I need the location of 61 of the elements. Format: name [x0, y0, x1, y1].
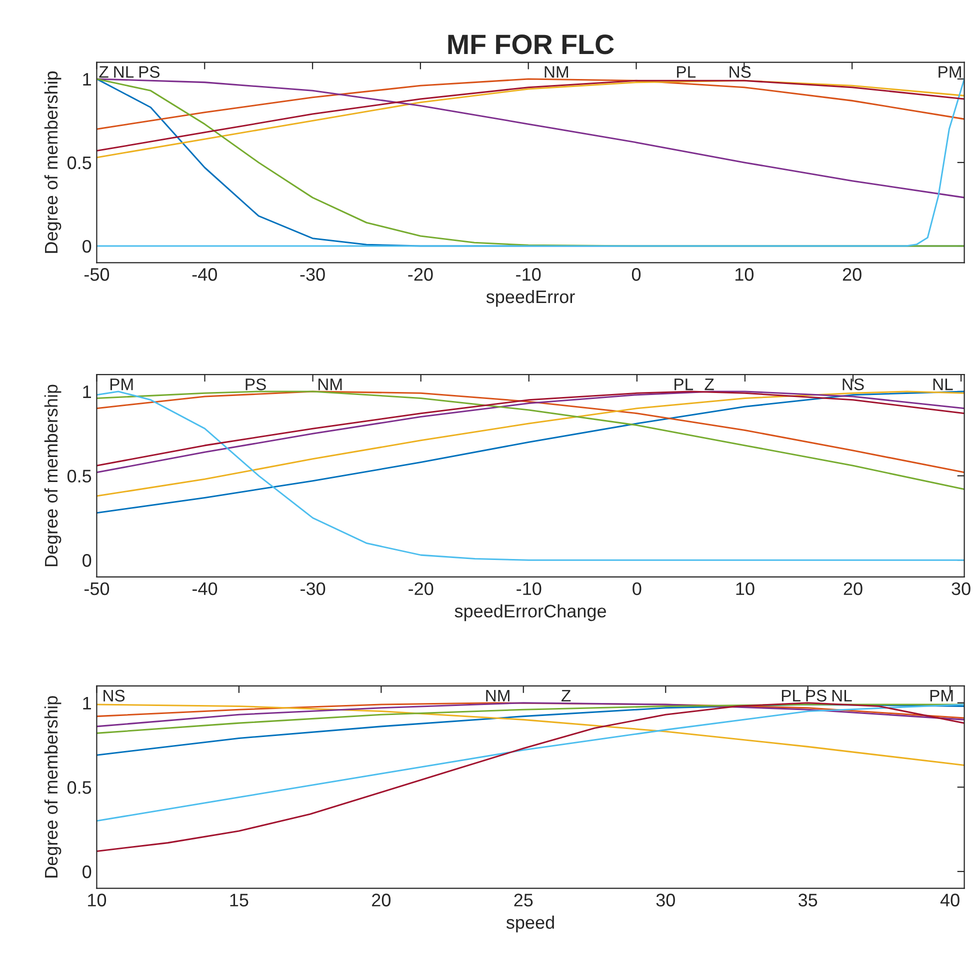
- x-tick-label: -30: [300, 582, 326, 596]
- annotation: Z: [704, 378, 714, 390]
- x-axis-title: speedError: [486, 290, 575, 307]
- y-tick-label: 1: [83, 696, 91, 710]
- x-tick-label: 25: [514, 894, 533, 906]
- x-axis-title: speedErrorChange: [454, 604, 606, 622]
- y-axis-title: Degree of membership: [44, 696, 62, 878]
- annotation: NM: [318, 378, 342, 390]
- annotation: NS: [730, 66, 751, 78]
- annotation: Z: [99, 66, 108, 78]
- x-tick-label: 20: [844, 582, 862, 596]
- y-tick-label: 0: [82, 240, 92, 253]
- x-axis-title: speed: [506, 916, 554, 932]
- annotation: PS: [139, 66, 160, 78]
- x-tick-label: 10: [736, 268, 754, 281]
- annotation: PS: [806, 690, 826, 702]
- x-tick-label: 15: [230, 894, 248, 906]
- y-axis-title: Degree of membership: [44, 71, 62, 253]
- x-tick-label: 0: [632, 582, 642, 596]
- x-tick-label: 30: [952, 582, 970, 596]
- annotation: NL: [114, 66, 134, 78]
- y-tick-label: 0.5: [67, 156, 92, 170]
- y-tick-label: 1: [83, 386, 91, 398]
- x-tick-label: -40: [192, 268, 217, 281]
- y-tick-label: 0: [82, 865, 92, 878]
- annotation: Z: [562, 690, 571, 702]
- x-tick-label: -10: [516, 582, 542, 596]
- x-tick-label: 30: [656, 894, 675, 906]
- y-tick-label: 0: [82, 554, 92, 567]
- annotation: PS: [246, 378, 266, 390]
- x-tick-label: 0: [632, 268, 641, 281]
- annotation: PM: [930, 690, 953, 702]
- x-tick-label: -50: [84, 582, 110, 596]
- annotation: PL: [782, 690, 800, 702]
- x-tick-label: -30: [300, 268, 325, 281]
- y-tick-label: 0.5: [67, 781, 92, 794]
- x-tick-label: -40: [192, 582, 218, 596]
- x-tick-label: -20: [408, 582, 434, 596]
- annotation: PM: [110, 378, 133, 390]
- annotation: PM: [938, 66, 961, 78]
- x-tick-label: 20: [372, 894, 391, 906]
- x-tick-label: 10: [88, 894, 106, 906]
- annotation: PL: [677, 66, 696, 78]
- x-tick-label: 20: [842, 268, 862, 281]
- annotation: NM: [544, 66, 568, 78]
- y-tick-label: 0.5: [67, 470, 92, 483]
- annotation: NS: [842, 378, 864, 390]
- annotation: NS: [104, 690, 125, 702]
- x-tick-label: -10: [516, 268, 541, 281]
- x-tick-label: -50: [84, 268, 110, 281]
- x-tick-label: 40: [940, 894, 960, 906]
- chart-title: MF FOR FLC: [448, 34, 614, 54]
- annotation: PL: [674, 378, 694, 390]
- y-axis-title: Degree of membership: [44, 384, 62, 566]
- x-tick-label: -20: [408, 268, 433, 281]
- annotation: NL: [832, 690, 852, 702]
- y-tick-label: 1: [83, 73, 91, 86]
- annotation: NL: [933, 378, 953, 390]
- annotation: NM: [486, 690, 510, 702]
- x-tick-label: 10: [736, 582, 754, 596]
- x-tick-label: 35: [798, 894, 818, 906]
